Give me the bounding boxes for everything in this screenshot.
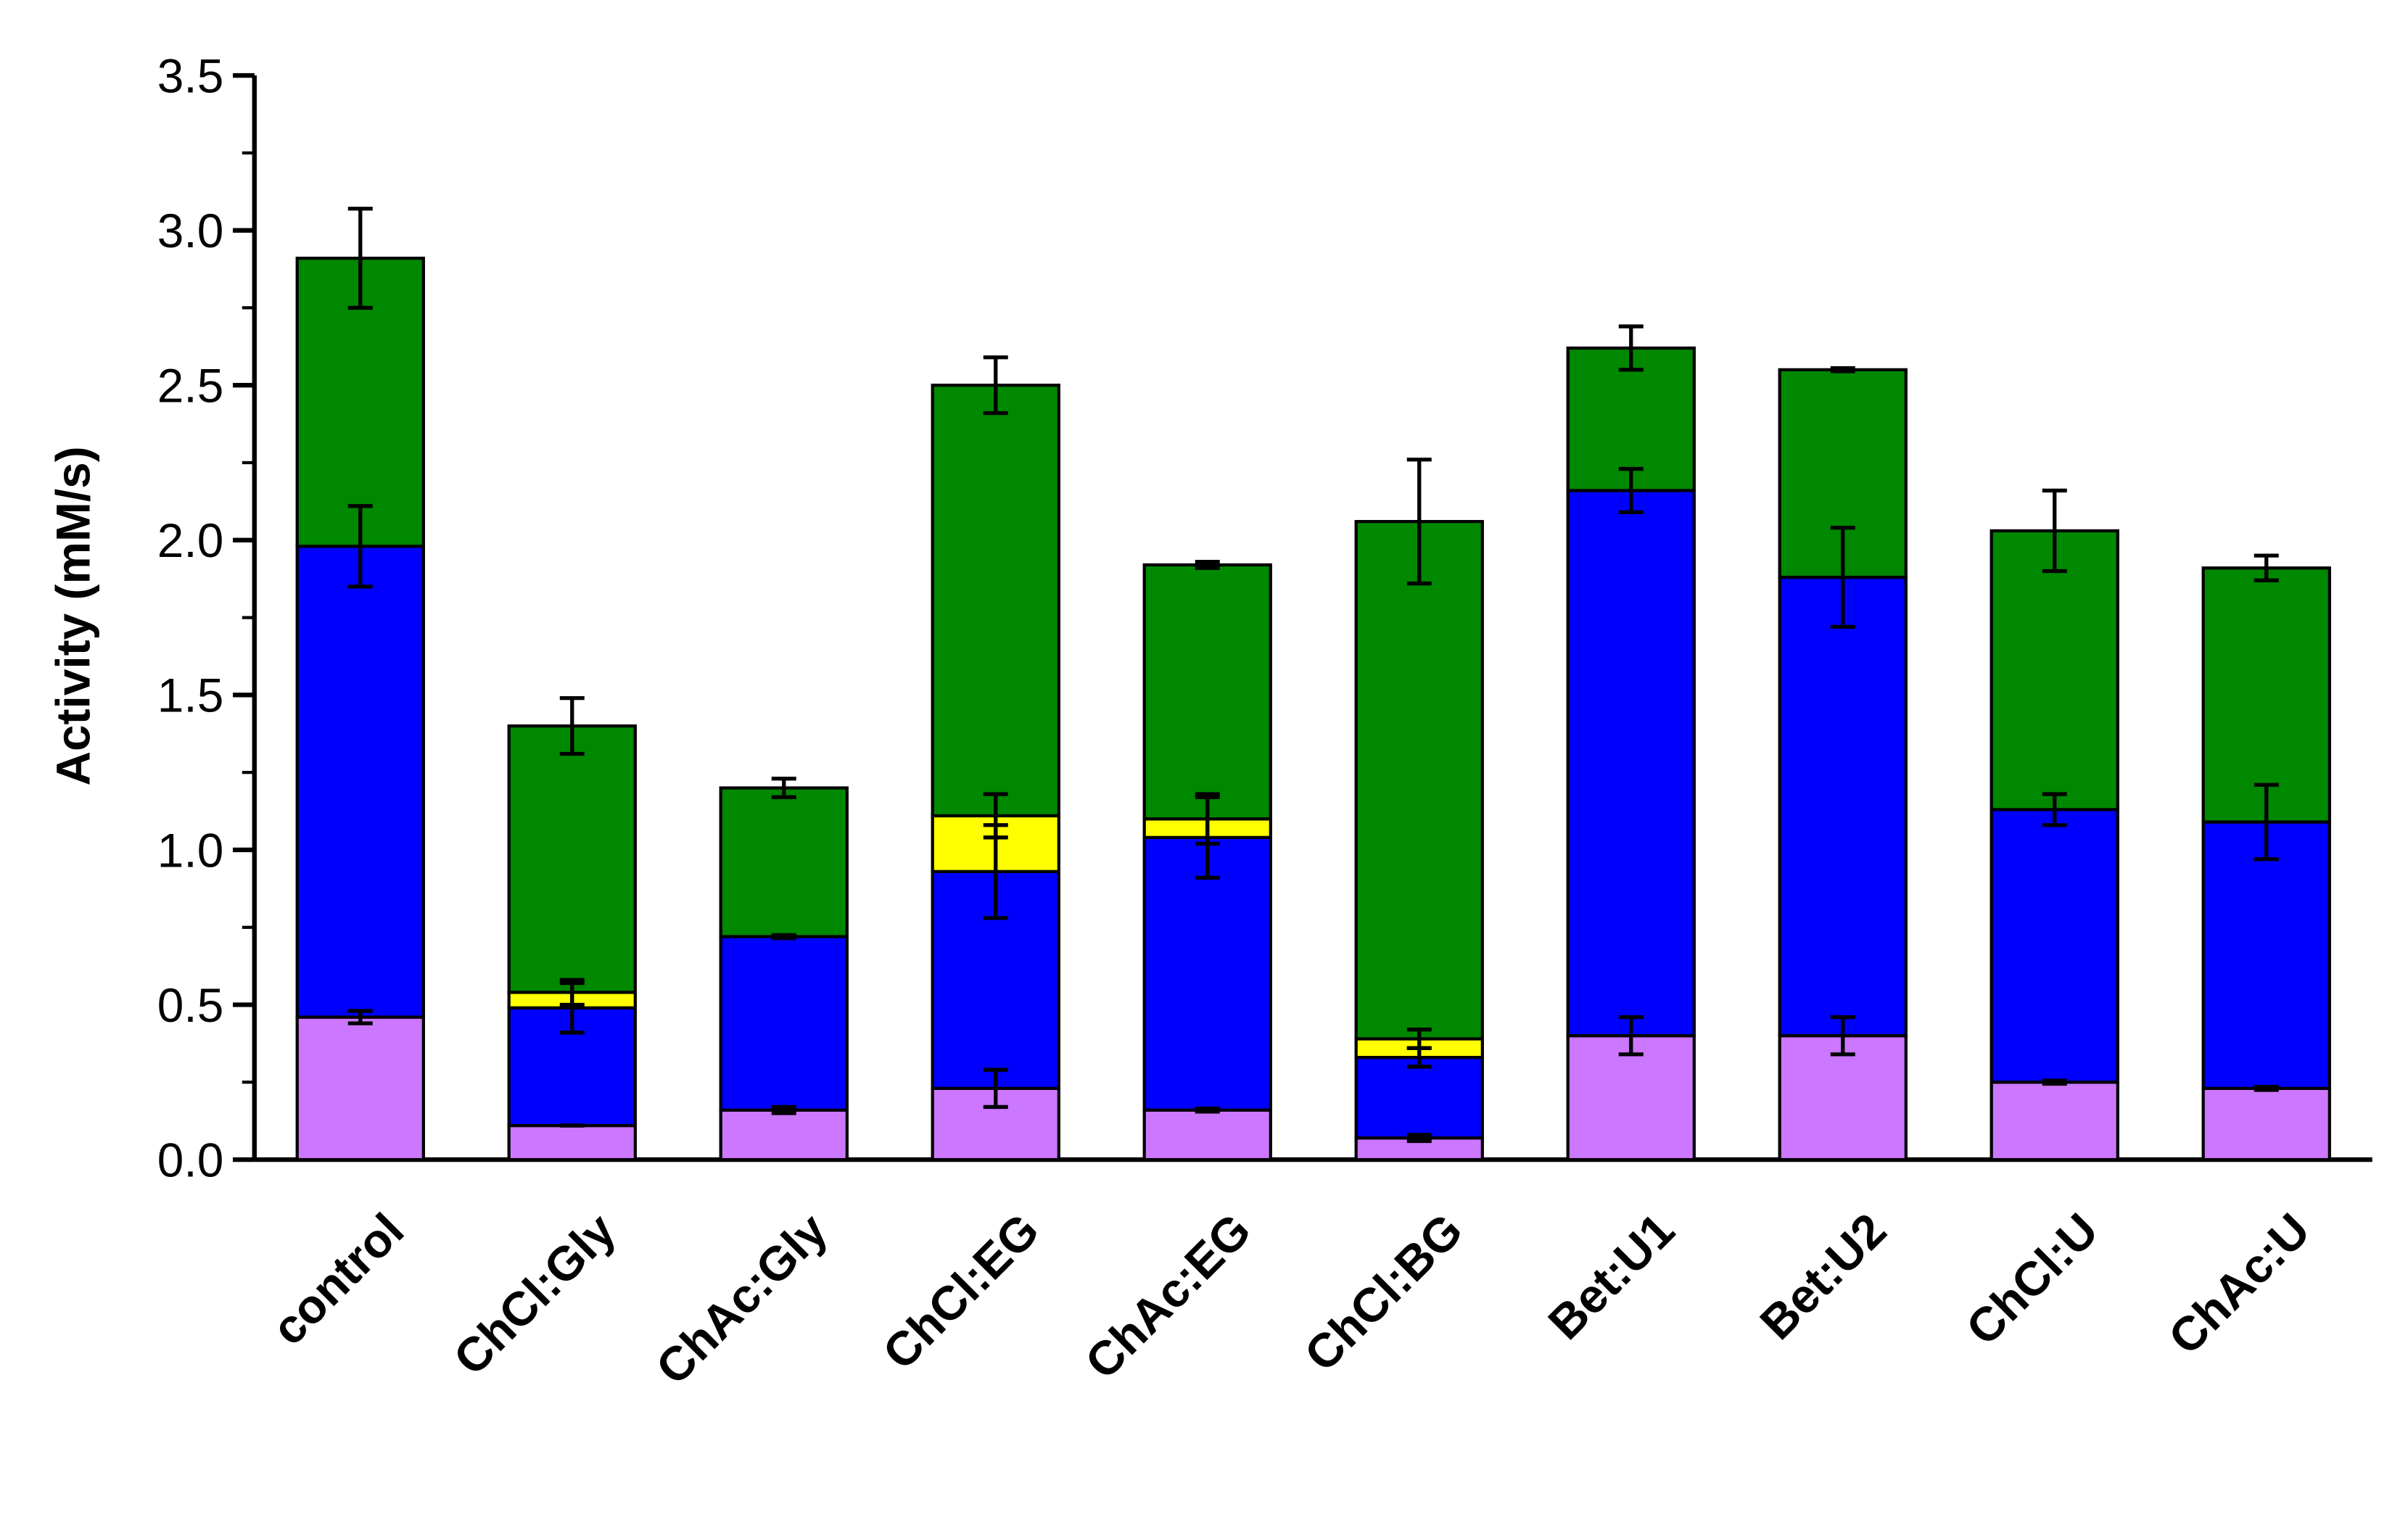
bar-segment (1990, 808, 2119, 1084)
x-tick-label: ChCl:BG (1294, 1203, 1472, 1381)
y-tick-label: 1.5 (157, 669, 224, 722)
bar-segment (1142, 1108, 1272, 1162)
x-tick-label: ChAc:Gly (646, 1202, 838, 1395)
bar-segment (2201, 820, 2331, 1090)
y-tick-label: 2.0 (157, 513, 224, 567)
y-tick-label: 0.0 (157, 1133, 224, 1186)
bar-segment (507, 724, 637, 994)
x-tick-label: ChCl:EG (873, 1203, 1050, 1380)
bar-segment (295, 1015, 425, 1162)
bar-segment (295, 545, 425, 1019)
bar-segment (2201, 566, 2331, 824)
bar-segment (1354, 1055, 1484, 1140)
bar-segment (507, 1123, 637, 1162)
bar-segment (719, 935, 849, 1112)
bar-segment (719, 1108, 849, 1162)
bar-segment (1354, 520, 1484, 1041)
x-tick-label: Bet:U2 (1749, 1203, 1896, 1350)
x-tick-label: ChCl:Gly (443, 1202, 626, 1385)
y-tick-label: 2.5 (157, 359, 224, 413)
bar-segment (1566, 489, 1696, 1038)
bar-segment (1142, 835, 1272, 1112)
x-tick-label: ChAc:EG (1075, 1203, 1261, 1389)
x-tick-label: control (261, 1203, 413, 1355)
bar-segment (1566, 1034, 1696, 1162)
bar-segment (1778, 1034, 1908, 1162)
bar-segment (1778, 575, 1908, 1038)
bar-segment (1142, 563, 1272, 821)
x-tick-label: Bet:U1 (1538, 1203, 1684, 1350)
x-tick-label: ChCl:U (1955, 1203, 2108, 1355)
x-tick-label: ChAc:U (2158, 1203, 2320, 1365)
bar-segment (1990, 1081, 2119, 1162)
bar-segment (719, 786, 849, 938)
y-tick-label: 3.5 (157, 49, 224, 102)
bar-segment (2201, 1086, 2331, 1162)
y-axis-label: Activity (mM/s) (46, 446, 100, 785)
bar-segment (931, 384, 1060, 818)
y-tick-label: 3.0 (157, 204, 224, 257)
y-tick-label: 0.5 (157, 978, 224, 1032)
y-tick-label: 1.0 (157, 823, 224, 877)
